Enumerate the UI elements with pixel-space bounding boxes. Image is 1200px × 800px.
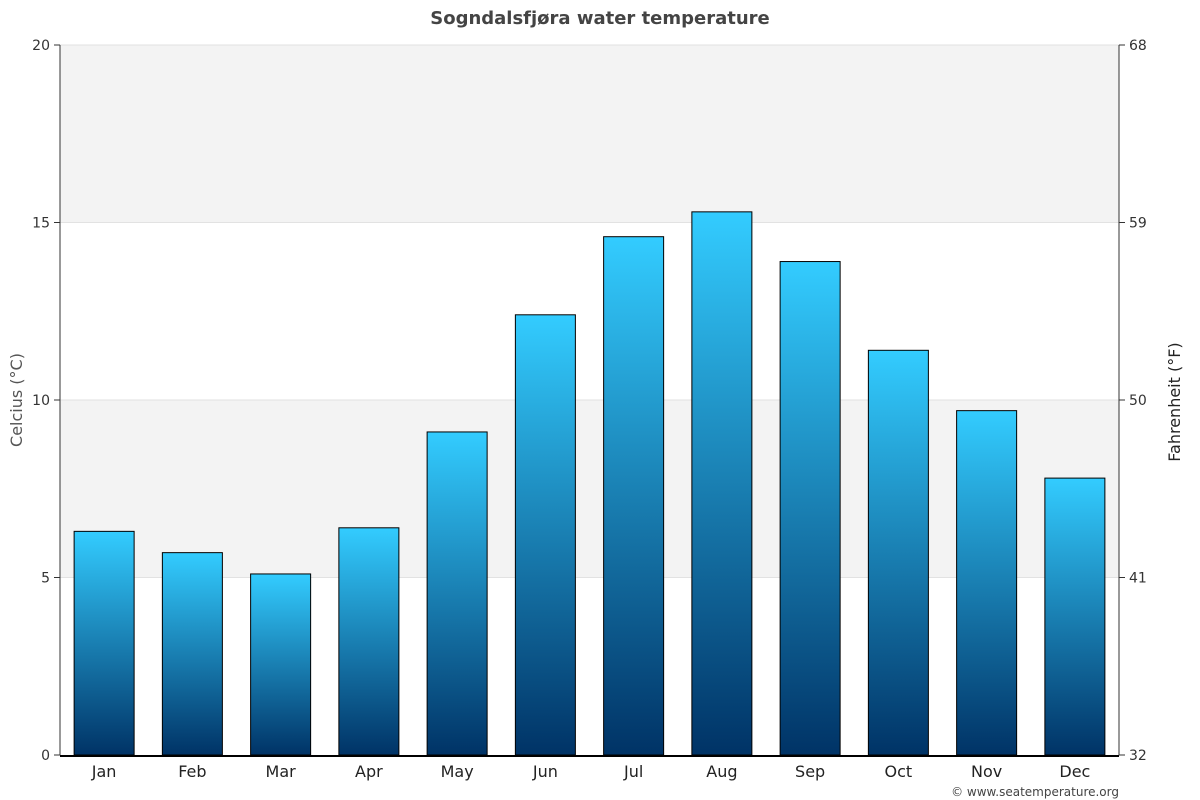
y-tick-label-left: 0: [41, 748, 50, 764]
y-axis-label-right: Fahrenheit (°F): [1165, 342, 1184, 461]
y-tick-label-left: 5: [41, 571, 50, 587]
x-tick-label: Oct: [885, 762, 913, 781]
ticks: 0 5 10 15 20 32 41 50 59 68 Jan Feb Mar Apr May Jun Jul A…: [32, 38, 1147, 781]
x-tick-label: Jan: [91, 762, 117, 781]
x-tick-label: Jun: [532, 762, 558, 781]
y-tick-label-left: 20: [32, 38, 50, 54]
bar-apr: [338, 527, 400, 756]
y-tick-label-right: 32: [1129, 748, 1147, 764]
x-tick-label: Feb: [178, 762, 206, 781]
x-tick-label: May: [441, 762, 474, 781]
bar-jul: [603, 236, 665, 756]
bar-sep: [779, 261, 841, 756]
y-tick-label-right: 59: [1129, 216, 1147, 232]
background-bands: [60, 45, 1119, 578]
x-tick-label: Apr: [355, 762, 383, 781]
bar-feb: [161, 552, 223, 756]
x-tick-label: Nov: [971, 762, 1002, 781]
x-tick-label: Sep: [795, 762, 825, 781]
grid-band: [60, 45, 1119, 223]
bar-jan: [73, 530, 135, 756]
bar-dec: [1044, 477, 1106, 756]
credit-text: © www.seatemperature.org: [951, 785, 1119, 799]
x-tick-label: Jul: [623, 762, 643, 781]
bar-aug: [691, 211, 753, 756]
bar-oct: [867, 349, 929, 756]
grid-band: [60, 400, 1119, 578]
y-tick-label-right: 50: [1129, 393, 1147, 409]
y-tick-label-left: 15: [32, 216, 50, 232]
bar-may: [426, 431, 488, 756]
y-tick-label-left: 10: [32, 393, 50, 409]
y-axis-label-left: Celcius (°C): [7, 353, 26, 447]
x-tick-label: Dec: [1059, 762, 1090, 781]
bar-mar: [250, 573, 312, 756]
bars: [73, 211, 1106, 756]
x-tick-label: Mar: [266, 762, 297, 781]
x-tick-label: Aug: [706, 762, 737, 781]
gridlines: [60, 44, 1119, 578]
y-tick-label-right: 41: [1129, 571, 1147, 587]
y-tick-label-right: 68: [1129, 38, 1147, 54]
bar-nov: [956, 410, 1018, 756]
chart-title: Sogndalsfjøra water temperature: [430, 8, 770, 29]
bar-jun: [514, 314, 576, 756]
